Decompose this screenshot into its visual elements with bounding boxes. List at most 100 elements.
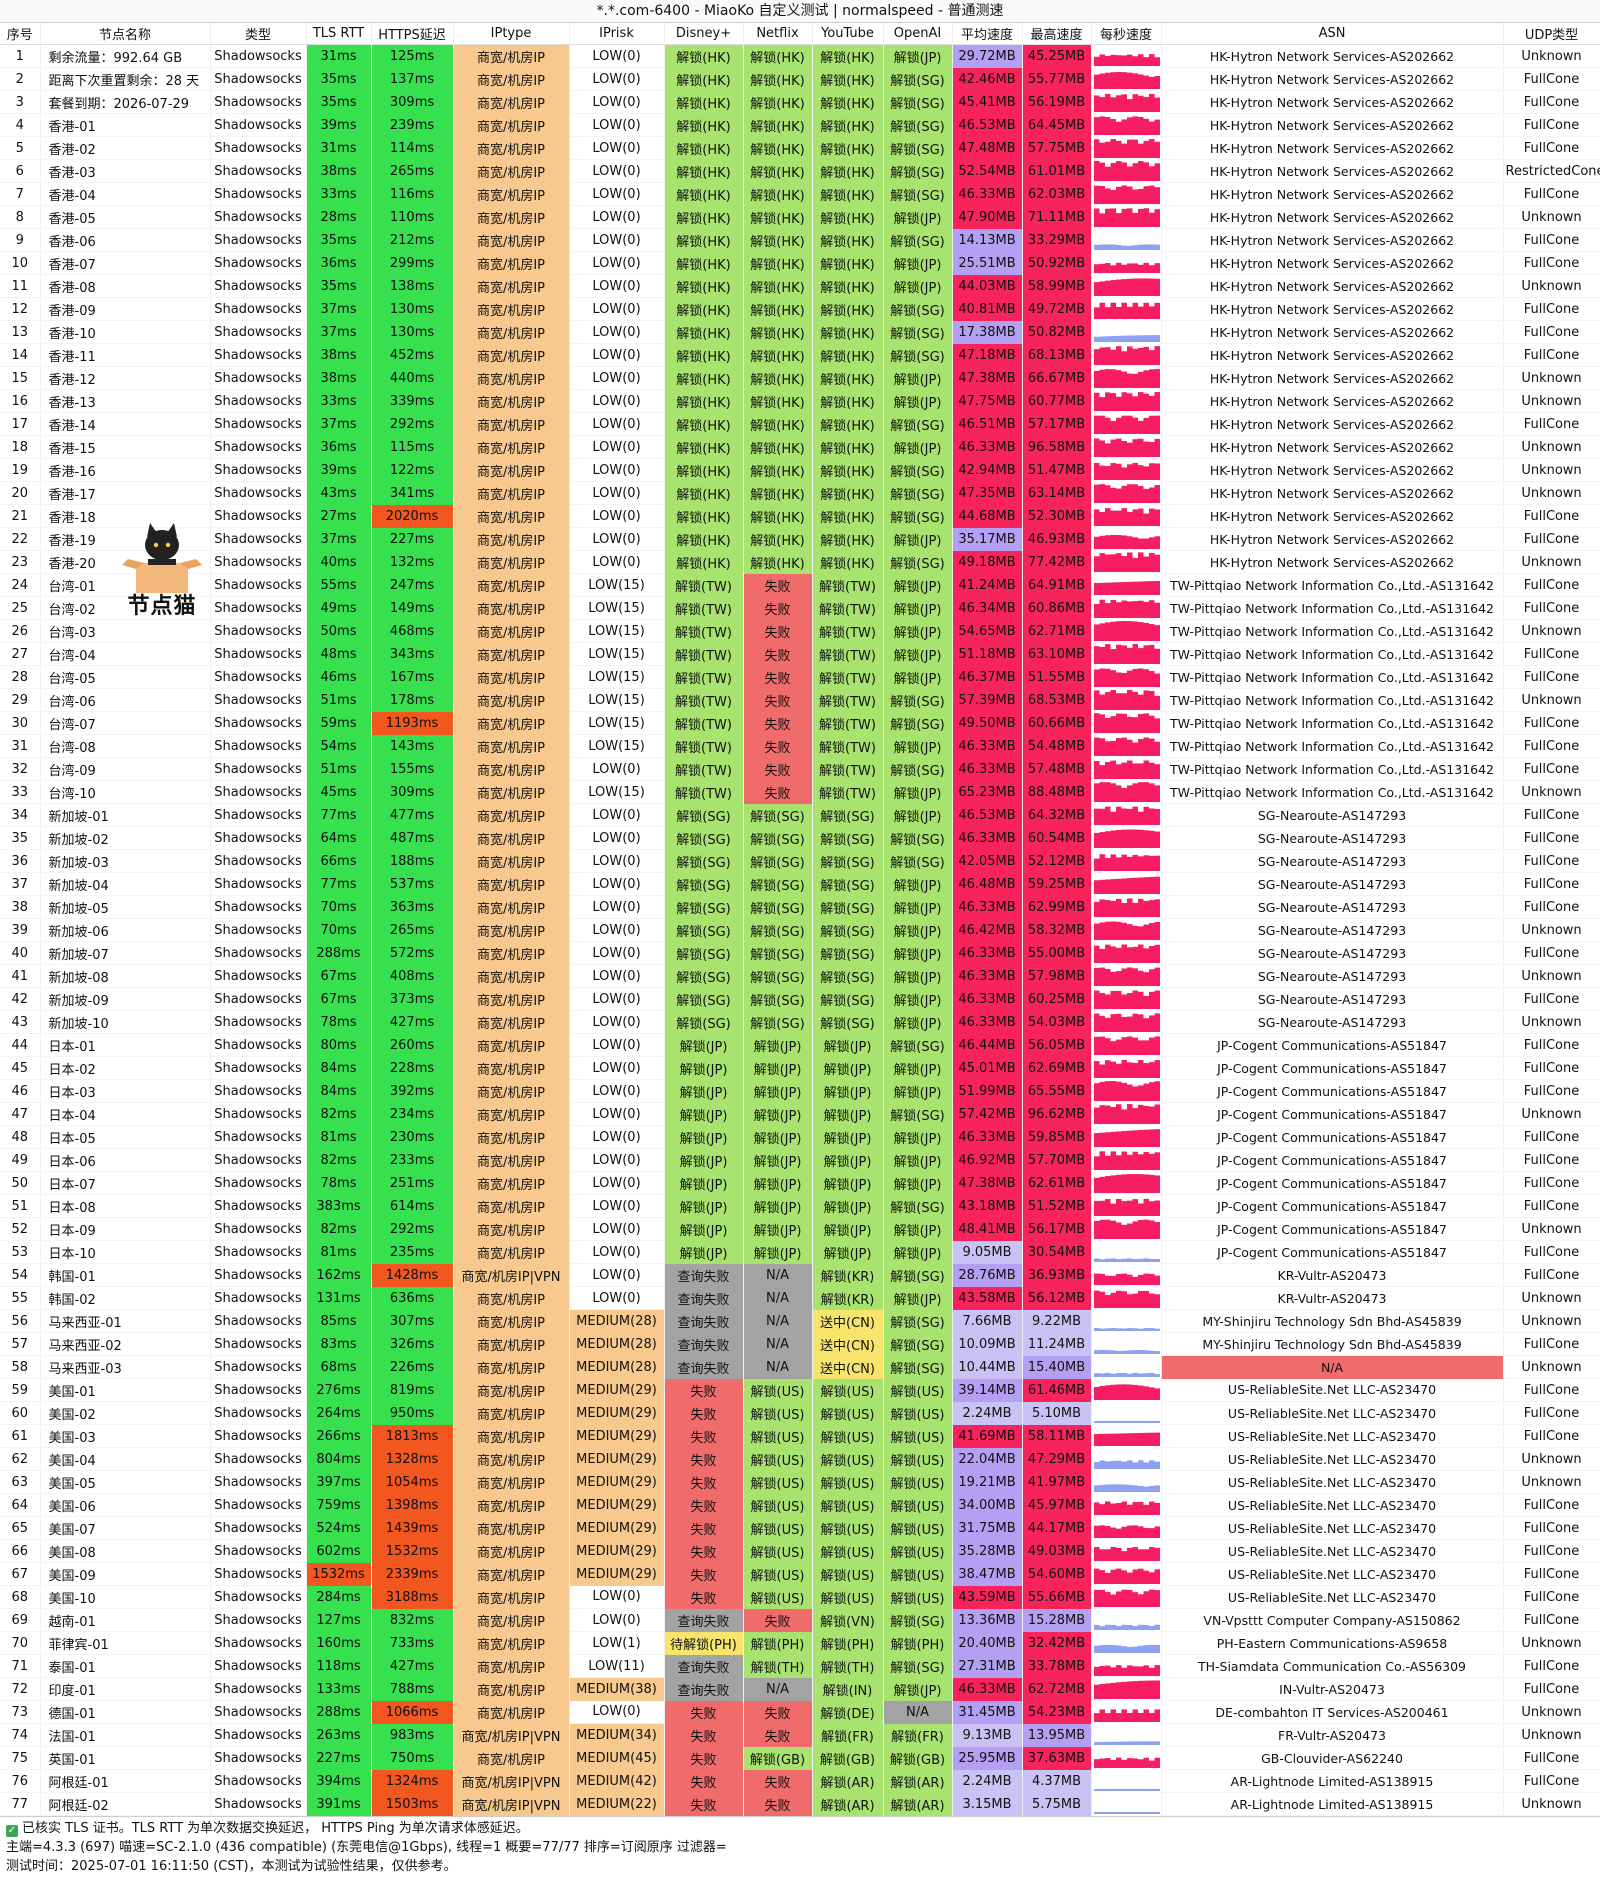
table-row[interactable]: 55 韩国-02 Shadowsocks 131ms 636ms 商宽/机房IP LOW(0… — [0, 1286, 1600, 1310]
table-row[interactable]: 58 马来西亚-03 Shadowsocks 68ms 226ms 商宽/机房IP MEDI… — [0, 1355, 1600, 1379]
column-header[interactable]: 平均速度 — [952, 23, 1023, 45]
table-row[interactable]: 22 香港-19 Shadowsocks 37ms 227ms 商宽/机房IP LOW(0)… — [0, 527, 1600, 551]
column-header[interactable]: 类型 — [210, 23, 307, 45]
column-header[interactable]: 序号 — [0, 23, 41, 45]
table-row[interactable]: 72 印度-01 Shadowsocks 133ms 788ms 商宽/机房IP MEDIU… — [0, 1677, 1600, 1701]
table-row[interactable]: 8 香港-05 Shadowsocks 28ms 110ms 商宽/机房IP LOW(0) 解… — [0, 205, 1600, 229]
table-row[interactable]: 73 德国-01 Shadowsocks 288ms 1066ms 商宽/机房IP LOW(… — [0, 1700, 1600, 1724]
column-header[interactable]: YouTube — [812, 23, 884, 45]
table-row[interactable]: 13 香港-10 Shadowsocks 37ms 130ms 商宽/机房IP LOW(0)… — [0, 320, 1600, 344]
table-row[interactable]: 60 美国-02 Shadowsocks 264ms 950ms 商宽/机房IP MEDIU… — [0, 1401, 1600, 1425]
column-header[interactable]: ASN — [1161, 23, 1504, 45]
table-row[interactable]: 21 香港-18 Shadowsocks 27ms 2020ms 商宽/机房IP LOW(0… — [0, 504, 1600, 528]
table-row[interactable]: 74 法国-01 Shadowsocks 263ms 983ms 商宽/机房IP|VPN M… — [0, 1723, 1600, 1747]
table-row[interactable]: 42 新加坡-09 Shadowsocks 67ms 373ms 商宽/机房IP LOW(0… — [0, 987, 1600, 1011]
table-row[interactable]: 51 日本-08 Shadowsocks 383ms 614ms 商宽/机房IP LOW(0… — [0, 1194, 1600, 1218]
table-row[interactable]: 17 香港-14 Shadowsocks 37ms 292ms 商宽/机房IP LOW(0)… — [0, 412, 1600, 436]
table-row[interactable]: 77 阿根廷-02 Shadowsocks 391ms 1503ms 商宽/机房IP|VP… — [0, 1792, 1600, 1816]
table-row[interactable]: 59 美国-01 Shadowsocks 276ms 819ms 商宽/机房IP MEDIU… — [0, 1378, 1600, 1402]
column-header[interactable]: Netflix — [743, 23, 813, 45]
table-row[interactable]: 64 美国-06 Shadowsocks 759ms 1398ms 商宽/机房IP MEDI… — [0, 1493, 1600, 1517]
table-row[interactable]: 47 日本-04 Shadowsocks 82ms 234ms 商宽/机房IP LOW(0)… — [0, 1102, 1600, 1126]
table-row[interactable]: 38 新加坡-05 Shadowsocks 70ms 363ms 商宽/机房IP LOW(0… — [0, 895, 1600, 919]
table-row[interactable]: 27 台湾-04 Shadowsocks 48ms 343ms 商宽/机房IP LOW(15… — [0, 642, 1600, 666]
table-row[interactable]: 24 台湾-01 Shadowsocks 55ms 247ms 商宽/机房IP LOW(15… — [0, 573, 1600, 597]
column-header[interactable]: UDP类型 — [1503, 23, 1600, 45]
table-row[interactable]: 15 香港-12 Shadowsocks 38ms 440ms 商宽/机房IP LOW(0)… — [0, 366, 1600, 390]
table-row[interactable]: 52 日本-09 Shadowsocks 82ms 292ms 商宽/机房IP LOW(0)… — [0, 1217, 1600, 1241]
sparkline-bar — [1143, 737, 1149, 756]
table-row[interactable]: 48 日本-05 Shadowsocks 81ms 230ms 商宽/机房IP LOW(0)… — [0, 1125, 1600, 1149]
table-row[interactable]: 10 香港-07 Shadowsocks 36ms 299ms 商宽/机房IP LOW(0)… — [0, 251, 1600, 275]
table-row[interactable]: 54 韩国-01 Shadowsocks 162ms 1428ms 商宽/机房IP|VPN… — [0, 1263, 1600, 1287]
table-row[interactable]: 44 日本-01 Shadowsocks 80ms 260ms 商宽/机房IP LOW(0)… — [0, 1033, 1600, 1057]
table-row[interactable]: 37 新加坡-04 Shadowsocks 77ms 537ms 商宽/机房IP LOW(0… — [0, 872, 1600, 896]
table-row[interactable]: 14 香港-11 Shadowsocks 38ms 452ms 商宽/机房IP LOW(0)… — [0, 343, 1600, 367]
table-row[interactable]: 36 新加坡-03 Shadowsocks 66ms 188ms 商宽/机房IP LOW(0… — [0, 849, 1600, 873]
table-row[interactable]: 71 泰国-01 Shadowsocks 118ms 427ms 商宽/机房IP LOW(1… — [0, 1654, 1600, 1678]
table-row[interactable]: 2 距离下次重置剩余：28 天 Shadowsocks 35ms 137ms 商宽/机房I… — [0, 67, 1600, 91]
table-row[interactable]: 9 香港-06 Shadowsocks 35ms 212ms 商宽/机房IP LOW(0) 解… — [0, 228, 1600, 252]
table-row[interactable]: 39 新加坡-06 Shadowsocks 70ms 265ms 商宽/机房IP LOW(0… — [0, 918, 1600, 942]
table-row[interactable]: 7 香港-04 Shadowsocks 33ms 116ms 商宽/机房IP LOW(0) 解… — [0, 182, 1600, 206]
table-row[interactable]: 40 新加坡-07 Shadowsocks 288ms 572ms 商宽/机房IP LOW(… — [0, 941, 1600, 965]
table-row[interactable]: 26 台湾-03 Shadowsocks 50ms 468ms 商宽/机房IP LOW(15… — [0, 619, 1600, 643]
table-row[interactable]: 5 香港-02 Shadowsocks 31ms 114ms 商宽/机房IP LOW(0) 解… — [0, 136, 1600, 160]
table-row[interactable]: 34 新加坡-01 Shadowsocks 77ms 477ms 商宽/机房IP LOW(0… — [0, 803, 1600, 827]
tls-rtt: 43ms — [306, 481, 372, 505]
table-row[interactable]: 35 新加坡-02 Shadowsocks 64ms 487ms 商宽/机房IP LOW(0… — [0, 826, 1600, 850]
table-row[interactable]: 76 阿根廷-01 Shadowsocks 394ms 1324ms 商宽/机房IP|VP… — [0, 1769, 1600, 1793]
table-row[interactable]: 61 美国-03 Shadowsocks 266ms 1813ms 商宽/机房IP MEDI… — [0, 1424, 1600, 1448]
table-row[interactable]: 6 香港-03 Shadowsocks 38ms 265ms 商宽/机房IP LOW(0) 解… — [0, 159, 1600, 183]
column-header[interactable]: 最高速度 — [1022, 23, 1092, 45]
sparkline-bar — [1121, 1109, 1127, 1124]
table-row[interactable]: 70 菲律宾-01 Shadowsocks 160ms 733ms 商宽/机房IP LOW(… — [0, 1631, 1600, 1655]
table-row[interactable]: 43 新加坡-10 Shadowsocks 78ms 427ms 商宽/机房IP LOW(0… — [0, 1010, 1600, 1034]
column-header[interactable]: 节点名称 — [40, 23, 211, 45]
column-header[interactable]: Disney+ — [664, 23, 744, 45]
table-row[interactable]: 19 香港-16 Shadowsocks 39ms 122ms 商宽/机房IP LOW(0)… — [0, 458, 1600, 482]
table-row[interactable]: 49 日本-06 Shadowsocks 82ms 233ms 商宽/机房IP LOW(0)… — [0, 1148, 1600, 1172]
table-row[interactable]: 46 日本-03 Shadowsocks 84ms 392ms 商宽/机房IP LOW(0)… — [0, 1079, 1600, 1103]
table-row[interactable]: 45 日本-02 Shadowsocks 84ms 228ms 商宽/机房IP LOW(0)… — [0, 1056, 1600, 1080]
column-header[interactable]: IPtype — [453, 23, 570, 45]
table-row[interactable]: 11 香港-08 Shadowsocks 35ms 138ms 商宽/机房IP LOW(0)… — [0, 274, 1600, 298]
table-row[interactable]: 69 越南-01 Shadowsocks 127ms 832ms 商宽/机房IP LOW(0… — [0, 1608, 1600, 1632]
column-header[interactable]: 每秒速度 — [1091, 23, 1162, 45]
table-row[interactable]: 18 香港-15 Shadowsocks 36ms 115ms 商宽/机房IP LOW(0)… — [0, 435, 1600, 459]
table-row[interactable]: 33 台湾-10 Shadowsocks 45ms 309ms 商宽/机房IP LOW(15… — [0, 780, 1600, 804]
table-row[interactable]: 31 台湾-08 Shadowsocks 54ms 143ms 商宽/机房IP LOW(15… — [0, 734, 1600, 758]
column-header[interactable]: OpenAI — [883, 23, 953, 45]
table-row[interactable]: 41 新加坡-08 Shadowsocks 67ms 408ms 商宽/机房IP LOW(0… — [0, 964, 1600, 988]
table-row[interactable]: 50 日本-07 Shadowsocks 78ms 251ms 商宽/机房IP LOW(0)… — [0, 1171, 1600, 1195]
table-row[interactable]: 28 台湾-05 Shadowsocks 46ms 167ms 商宽/机房IP LOW(15… — [0, 665, 1600, 689]
table-row[interactable]: 66 美国-08 Shadowsocks 602ms 1532ms 商宽/机房IP MEDI… — [0, 1539, 1600, 1563]
table-row[interactable]: 32 台湾-09 Shadowsocks 51ms 155ms 商宽/机房IP LOW(0)… — [0, 757, 1600, 781]
table-row[interactable]: 75 英国-01 Shadowsocks 227ms 750ms 商宽/机房IP MEDIU… — [0, 1746, 1600, 1770]
table-row[interactable]: 57 马来西亚-02 Shadowsocks 83ms 326ms 商宽/机房IP MEDI… — [0, 1332, 1600, 1356]
table-row[interactable]: 62 美国-04 Shadowsocks 804ms 1328ms 商宽/机房IP MEDI… — [0, 1447, 1600, 1471]
table-row[interactable]: 29 台湾-06 Shadowsocks 51ms 178ms 商宽/机房IP LOW(15… — [0, 688, 1600, 712]
table-row[interactable]: 30 台湾-07 Shadowsocks 59ms 1193ms 商宽/机房IP LOW(1… — [0, 711, 1600, 735]
column-header[interactable]: TLS RTT — [306, 23, 372, 45]
column-header[interactable]: IPrisk — [569, 23, 665, 45]
table-row[interactable]: 65 美国-07 Shadowsocks 524ms 1439ms 商宽/机房IP MEDI… — [0, 1516, 1600, 1540]
sparkline-bar — [1154, 602, 1160, 618]
table-row[interactable]: 4 香港-01 Shadowsocks 39ms 239ms 商宽/机房IP LOW(0) 解… — [0, 113, 1600, 137]
node-name: 阿根廷-02 — [40, 1792, 211, 1816]
table-row[interactable]: 56 马来西亚-01 Shadowsocks 85ms 307ms 商宽/机房IP MEDI… — [0, 1309, 1600, 1333]
table-row[interactable]: 16 香港-13 Shadowsocks 33ms 339ms 商宽/机房IP LOW(0)… — [0, 389, 1600, 413]
table-row[interactable]: 68 美国-10 Shadowsocks 284ms 3188ms 商宽/机房IP LOW(… — [0, 1585, 1600, 1609]
table-row[interactable]: 1 剩余流量：992.64 GB Shadowsocks 31ms 125ms 商宽/机房… — [0, 44, 1600, 68]
column-header[interactable]: HTTPS延迟 — [371, 23, 454, 45]
table-row[interactable]: 53 日本-10 Shadowsocks 81ms 235ms 商宽/机房IP LOW(0)… — [0, 1240, 1600, 1264]
ip-type: 商宽/机房IP — [453, 665, 570, 689]
protocol-type: Shadowsocks — [210, 1286, 307, 1310]
table-row[interactable]: 67 美国-09 Shadowsocks 1532ms 2339ms 商宽/机房IP MED… — [0, 1562, 1600, 1586]
table-row[interactable]: 12 香港-09 Shadowsocks 37ms 130ms 商宽/机房IP LOW(0)… — [0, 297, 1600, 321]
table-row[interactable]: 23 香港-20 Shadowsocks 40ms 132ms 商宽/机房IP LOW(0)… — [0, 550, 1600, 574]
table-row[interactable]: 25 台湾-02 Shadowsocks 49ms 149ms 商宽/机房IP LOW(15… — [0, 596, 1600, 620]
table-row[interactable]: 20 香港-17 Shadowsocks 43ms 341ms 商宽/机房IP LOW(0)… — [0, 481, 1600, 505]
table-row[interactable]: 63 美国-05 Shadowsocks 397ms 1054ms 商宽/机房IP MEDI… — [0, 1470, 1600, 1494]
table-row[interactable]: 3 套餐到期：2026-07-29 Shadowsocks 35ms 309ms 商宽/机… — [0, 90, 1600, 114]
